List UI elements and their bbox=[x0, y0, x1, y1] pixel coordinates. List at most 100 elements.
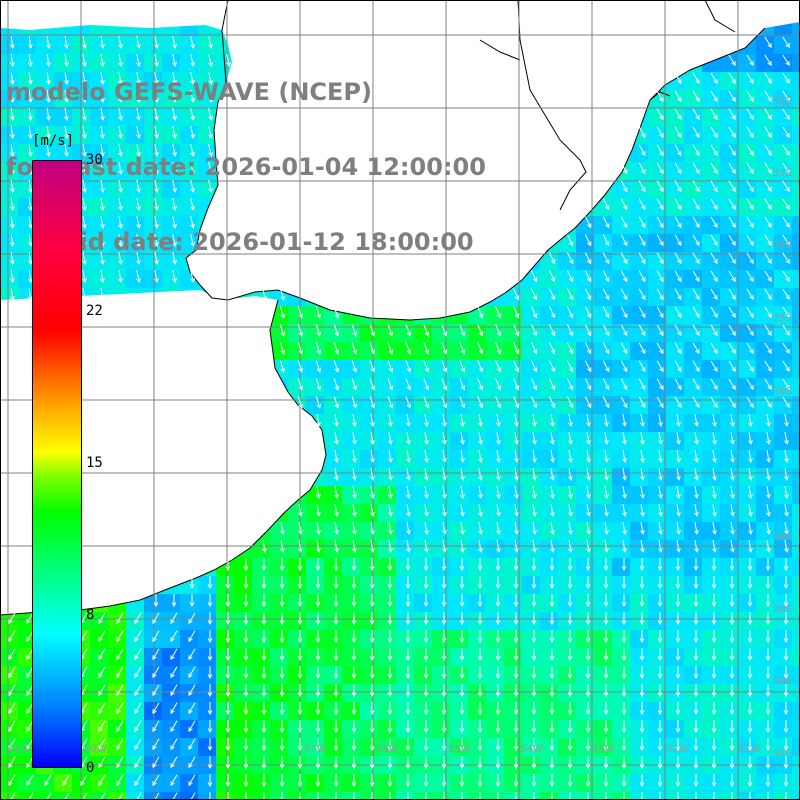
speed-cell bbox=[720, 180, 739, 199]
arrow-head bbox=[136, 43, 141, 49]
speed-cell bbox=[108, 252, 127, 271]
speed-cell bbox=[270, 630, 289, 649]
speed-cell bbox=[378, 558, 397, 577]
speed-cell bbox=[702, 558, 721, 577]
speed-cell bbox=[342, 324, 361, 343]
speed-cell bbox=[288, 792, 307, 800]
arrow-head bbox=[100, 43, 105, 49]
speed-cell bbox=[198, 612, 217, 631]
wind-arrow bbox=[136, 36, 141, 49]
speed-cell bbox=[738, 468, 757, 487]
speed-cell bbox=[360, 360, 379, 379]
arrow-head bbox=[767, 79, 772, 84]
speed-cell bbox=[522, 468, 541, 487]
speed-cell bbox=[648, 378, 667, 397]
arrow-head bbox=[64, 97, 69, 103]
speed-cell bbox=[108, 198, 127, 217]
speed-cell bbox=[738, 234, 757, 253]
speed-cell bbox=[36, 108, 55, 127]
speed-cell bbox=[648, 162, 667, 181]
speed-cell bbox=[360, 396, 379, 415]
speed-cell bbox=[108, 216, 127, 235]
wind-arrow bbox=[136, 72, 141, 85]
speed-cell bbox=[522, 396, 541, 415]
speed-cell bbox=[702, 234, 721, 253]
speed-cell bbox=[198, 144, 217, 163]
speed-cell bbox=[702, 630, 721, 649]
speed-cell bbox=[522, 594, 541, 613]
speed-cell bbox=[396, 774, 415, 793]
speed-cell bbox=[360, 594, 379, 613]
wind-arrow bbox=[118, 72, 123, 85]
speed-cell bbox=[612, 270, 631, 289]
speed-cell bbox=[288, 540, 307, 559]
speed-cell bbox=[774, 720, 793, 739]
speed-cell bbox=[342, 558, 361, 577]
speed-cell bbox=[396, 522, 415, 541]
speed-cell bbox=[198, 108, 217, 127]
speed-cell bbox=[540, 666, 559, 685]
speed-cell bbox=[504, 378, 523, 397]
speed-cell bbox=[18, 144, 37, 163]
arrow-head bbox=[749, 97, 754, 102]
speed-cell bbox=[738, 648, 757, 667]
arrow-shaft bbox=[190, 36, 194, 48]
wind-arrow bbox=[208, 54, 213, 67]
speed-cell bbox=[396, 702, 415, 721]
speed-cell bbox=[126, 792, 145, 800]
speed-cell bbox=[522, 378, 541, 397]
speed-cell bbox=[36, 144, 55, 163]
speed-cell bbox=[774, 450, 793, 469]
arrow-head bbox=[190, 97, 195, 103]
speed-cell bbox=[540, 612, 559, 631]
speed-cell bbox=[648, 108, 667, 127]
speed-cell bbox=[162, 216, 181, 235]
speed-cell bbox=[756, 36, 775, 55]
arrow-shaft bbox=[28, 71, 32, 85]
speed-cell bbox=[774, 504, 793, 523]
speed-cell bbox=[720, 252, 739, 271]
speed-cell bbox=[576, 234, 595, 253]
speed-cell bbox=[702, 360, 721, 379]
wind-arrow bbox=[710, 72, 718, 85]
speed-cell bbox=[774, 144, 793, 163]
speed-cell bbox=[486, 684, 505, 703]
speed-cell bbox=[594, 216, 613, 235]
speed-cell bbox=[288, 306, 307, 325]
speed-cell bbox=[774, 180, 793, 199]
speed-cell bbox=[630, 414, 649, 433]
speed-cell bbox=[756, 468, 775, 487]
speed-cell bbox=[720, 144, 739, 163]
speed-cell bbox=[414, 594, 433, 613]
speed-cell bbox=[270, 792, 289, 800]
wind-arrow bbox=[118, 54, 123, 67]
speed-cell bbox=[792, 90, 800, 109]
speed-cell bbox=[684, 378, 703, 397]
speed-cell bbox=[432, 504, 451, 523]
speed-cell bbox=[612, 612, 631, 631]
speed-cell bbox=[450, 396, 469, 415]
speed-cell bbox=[198, 774, 217, 793]
speed-cell bbox=[684, 252, 703, 271]
speed-cell bbox=[684, 576, 703, 595]
speed-cell bbox=[126, 198, 145, 217]
speed-cell bbox=[540, 648, 559, 667]
speed-cell bbox=[792, 540, 800, 559]
speed-cell bbox=[648, 468, 667, 487]
speed-cell bbox=[486, 522, 505, 541]
arrow-head bbox=[64, 115, 69, 121]
speed-cell bbox=[738, 162, 757, 181]
speed-cell bbox=[648, 216, 667, 235]
speed-cell bbox=[414, 540, 433, 559]
speed-cell bbox=[630, 216, 649, 235]
speed-cell bbox=[774, 306, 793, 325]
speed-cell bbox=[180, 36, 199, 55]
speed-cell bbox=[666, 216, 685, 235]
speed-cell bbox=[792, 738, 800, 757]
country-border bbox=[479, 39, 521, 61]
arrow-shaft bbox=[46, 89, 50, 103]
speed-cell bbox=[612, 450, 631, 469]
speed-cell bbox=[504, 666, 523, 685]
speed-cell bbox=[594, 648, 613, 667]
speed-cell bbox=[522, 342, 541, 361]
